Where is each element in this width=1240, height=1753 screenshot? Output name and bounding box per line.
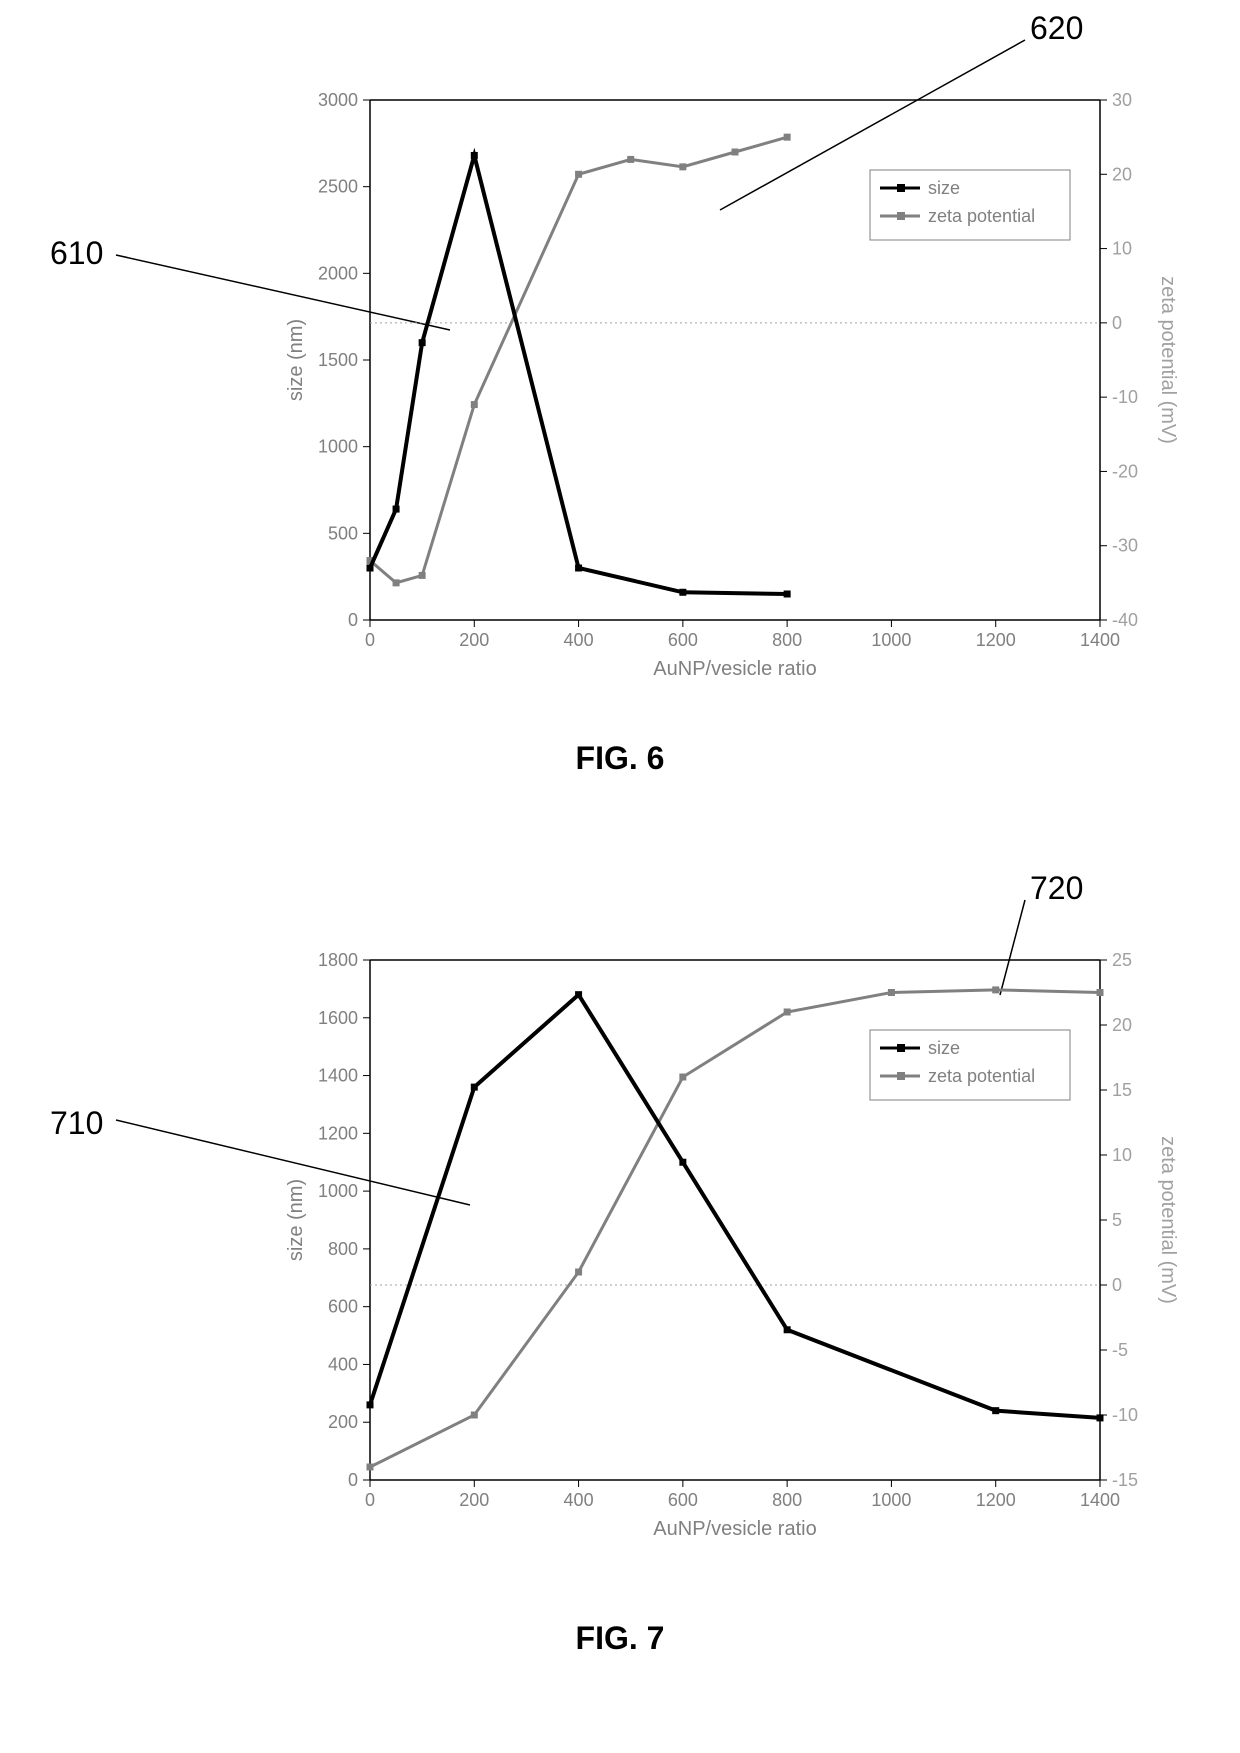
svg-text:500: 500 [328, 523, 358, 543]
fig7-title: FIG. 7 [0, 1620, 1240, 1657]
svg-text:-10: -10 [1112, 1405, 1138, 1425]
svg-text:0: 0 [365, 630, 375, 650]
svg-text:1500: 1500 [318, 350, 358, 370]
svg-text:1000: 1000 [318, 1181, 358, 1201]
svg-text:1000: 1000 [871, 630, 911, 650]
svg-text:1000: 1000 [318, 437, 358, 457]
svg-text:1200: 1200 [976, 1490, 1016, 1510]
svg-text:200: 200 [459, 1490, 489, 1510]
svg-text:400: 400 [564, 1490, 594, 1510]
svg-text:5: 5 [1112, 1210, 1122, 1230]
svg-text:600: 600 [328, 1297, 358, 1317]
svg-text:size: size [928, 178, 960, 198]
svg-text:1200: 1200 [976, 630, 1016, 650]
svg-text:size (nm): size (nm) [285, 1179, 307, 1261]
fig6-title: FIG. 6 [0, 740, 1240, 777]
svg-text:1400: 1400 [1080, 1490, 1120, 1510]
svg-text:800: 800 [328, 1239, 358, 1259]
svg-text:zeta potential (mV): zeta potential (mV) [1157, 276, 1179, 444]
svg-text:15: 15 [1112, 1080, 1132, 1100]
svg-text:-30: -30 [1112, 536, 1138, 556]
svg-text:30: 30 [1112, 90, 1132, 110]
svg-text:2500: 2500 [318, 177, 358, 197]
svg-text:10: 10 [1112, 1145, 1132, 1165]
svg-text:800: 800 [772, 630, 802, 650]
svg-text:zeta potential: zeta potential [928, 206, 1035, 226]
svg-text:1200: 1200 [318, 1123, 358, 1143]
svg-text:0: 0 [348, 1470, 358, 1490]
svg-text:1600: 1600 [318, 1008, 358, 1028]
svg-text:-10: -10 [1112, 387, 1138, 407]
svg-text:1800: 1800 [318, 950, 358, 970]
svg-text:3000: 3000 [318, 90, 358, 110]
fig6-chart: 0200400600800100012001400050010001500200… [80, 40, 1180, 690]
svg-text:600: 600 [668, 630, 698, 650]
svg-text:1400: 1400 [318, 1066, 358, 1086]
svg-text:AuNP/vesicle ratio: AuNP/vesicle ratio [653, 658, 816, 680]
svg-text:0: 0 [1112, 1275, 1122, 1295]
svg-text:1000: 1000 [871, 1490, 911, 1510]
svg-text:200: 200 [328, 1412, 358, 1432]
svg-text:25: 25 [1112, 950, 1132, 970]
fig7-chart: 0200400600800100012001400020040060080010… [80, 900, 1180, 1550]
svg-text:AuNP/vesicle ratio: AuNP/vesicle ratio [653, 1518, 816, 1540]
svg-text:800: 800 [772, 1490, 802, 1510]
svg-text:0: 0 [365, 1490, 375, 1510]
svg-text:size: size [928, 1038, 960, 1058]
svg-text:0: 0 [348, 610, 358, 630]
svg-text:1400: 1400 [1080, 630, 1120, 650]
svg-text:2000: 2000 [318, 263, 358, 283]
svg-text:zeta potential (mV): zeta potential (mV) [1157, 1136, 1179, 1304]
svg-text:-40: -40 [1112, 610, 1138, 630]
svg-text:400: 400 [328, 1354, 358, 1374]
page: 610 620 02004006008001000120014000500100… [0, 0, 1240, 1753]
svg-text:20: 20 [1112, 1015, 1132, 1035]
svg-text:20: 20 [1112, 164, 1132, 184]
svg-text:-20: -20 [1112, 461, 1138, 481]
svg-text:10: 10 [1112, 239, 1132, 259]
svg-text:400: 400 [564, 630, 594, 650]
svg-text:600: 600 [668, 1490, 698, 1510]
svg-text:200: 200 [459, 630, 489, 650]
svg-text:-15: -15 [1112, 1470, 1138, 1490]
svg-text:-5: -5 [1112, 1340, 1128, 1360]
svg-text:0: 0 [1112, 313, 1122, 333]
svg-text:zeta potential: zeta potential [928, 1066, 1035, 1086]
svg-text:size (nm): size (nm) [285, 319, 307, 401]
